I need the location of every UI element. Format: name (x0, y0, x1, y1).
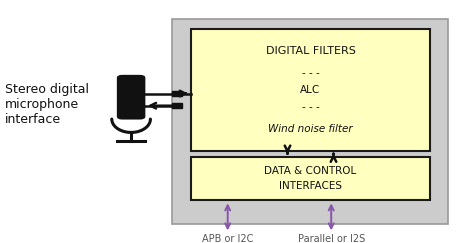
Bar (172, 91, 182, 96)
Text: - - -: - - - (301, 102, 319, 112)
Bar (190, 29, 429, 151)
Text: APB or I2C
control interface: APB or I2C control interface (187, 234, 267, 243)
Text: Wind noise filter: Wind noise filter (268, 124, 352, 134)
Text: Parallel or I2S
audio interface: Parallel or I2S audio interface (294, 234, 367, 243)
Bar (172, 103, 182, 108)
Bar (172, 19, 448, 224)
Text: DATA & CONTROL: DATA & CONTROL (264, 166, 356, 176)
Text: ALC: ALC (300, 85, 320, 95)
Text: Stereo digital
microphone
interface: Stereo digital microphone interface (5, 83, 89, 126)
Text: INTERFACES: INTERFACES (279, 181, 341, 191)
Bar (190, 157, 429, 200)
FancyBboxPatch shape (117, 75, 145, 120)
Text: - - -: - - - (301, 68, 319, 78)
Text: DIGITAL FILTERS: DIGITAL FILTERS (265, 46, 355, 56)
